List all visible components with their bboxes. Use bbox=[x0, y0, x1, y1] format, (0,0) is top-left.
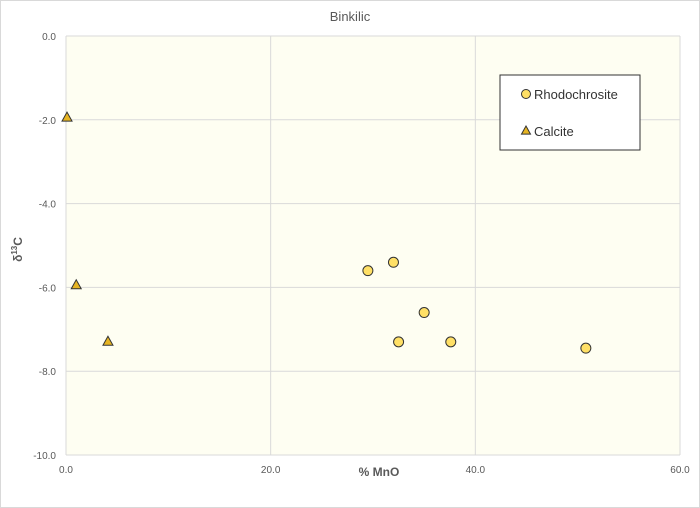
data-points bbox=[61, 111, 592, 354]
x-tick-label: 0.0 bbox=[59, 465, 73, 476]
x-tick-label: 60.0 bbox=[670, 465, 690, 476]
point-rhodochrosite bbox=[387, 256, 399, 268]
y-tick-label: -10.0 bbox=[33, 451, 56, 462]
legend-marker-rhodochrosite bbox=[521, 89, 531, 99]
y-tick-label: -6.0 bbox=[39, 283, 57, 294]
legend-marker-calcite bbox=[520, 124, 532, 135]
point-rhodochrosite bbox=[418, 307, 430, 319]
legend: Rhodochrosite Calcite bbox=[499, 74, 641, 151]
y-axis-ticks: 0.0 -2.0 -4.0 -6.0 -8.0 -10.0 bbox=[33, 32, 56, 462]
legend-label-calcite: Calcite bbox=[534, 124, 574, 139]
x-axis-ticks: 0.0 20.0 40.0 60.0 bbox=[59, 465, 690, 476]
point-rhodochrosite bbox=[362, 265, 374, 277]
y-axis-label: δ13C bbox=[10, 237, 25, 262]
y-label-delta: δ bbox=[11, 255, 25, 262]
point-calcite bbox=[61, 111, 73, 122]
point-calcite bbox=[70, 278, 83, 290]
point-rhodochrosite bbox=[580, 342, 592, 354]
gridlines bbox=[65, 35, 681, 456]
legend-label-rhodochrosite: Rhodochrosite bbox=[534, 87, 618, 102]
y-label-element: C bbox=[11, 237, 25, 246]
point-calcite bbox=[102, 335, 114, 346]
y-tick-label: 0.0 bbox=[42, 32, 56, 43]
chart-title: Binkilic bbox=[330, 9, 371, 24]
y-tick-label: -4.0 bbox=[39, 200, 57, 211]
legend-box bbox=[499, 74, 641, 151]
x-axis-label: % MnO bbox=[359, 465, 400, 479]
y-tick-label: -2.0 bbox=[39, 116, 57, 127]
point-rhodochrosite bbox=[393, 336, 405, 348]
x-tick-label: 20.0 bbox=[261, 465, 281, 476]
y-label-superscript: 13 bbox=[10, 245, 19, 254]
y-tick-label: -8.0 bbox=[39, 367, 57, 378]
point-rhodochrosite bbox=[445, 336, 457, 348]
x-tick-label: 40.0 bbox=[466, 465, 486, 476]
